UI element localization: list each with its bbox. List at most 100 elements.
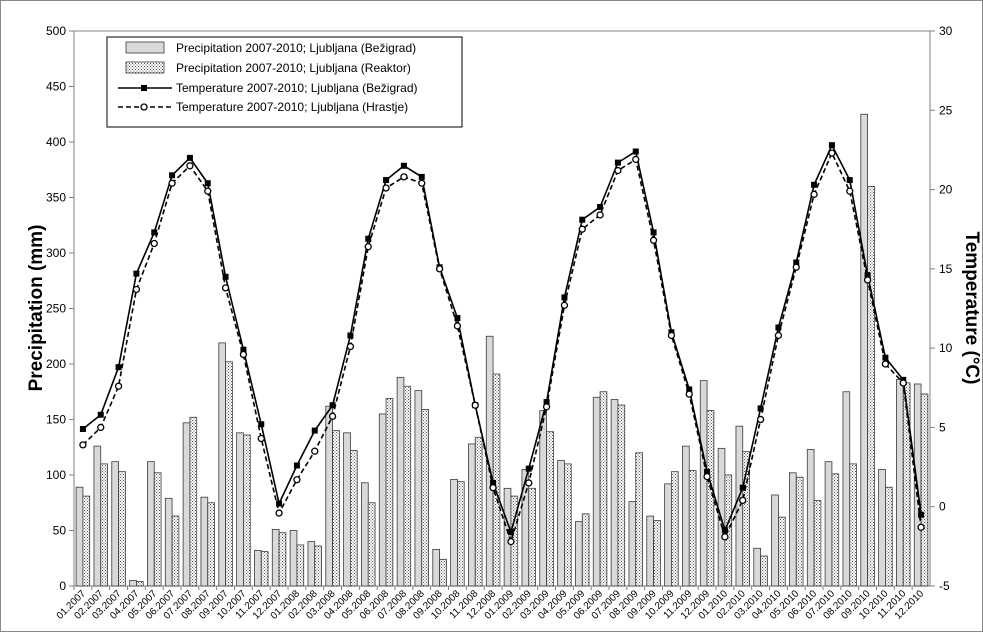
bar-bezigrad-09.2009	[646, 515, 654, 587]
y2-tick-label: -5	[939, 579, 950, 593]
bar-reaktor-03.2010	[760, 555, 768, 587]
temperature-point-hrastje-05.2008	[364, 243, 372, 251]
bar-bezigrad-07.2008	[396, 376, 405, 587]
temperature-point-bezigrad-12.2007	[276, 500, 283, 507]
temperature-point-bezigrad-01.2009	[507, 529, 514, 536]
legend-label: Temperature 2007-2010; Ljubljana (Hrastj…	[176, 100, 408, 114]
temperature-point-hrastje-07.2007	[186, 162, 194, 170]
y-tick-label: 400	[46, 135, 66, 149]
temperature-point-bezigrad-08.2007	[204, 180, 211, 187]
bar-bezigrad-05.2010	[789, 472, 797, 587]
temperature-point-bezigrad-06.2010	[811, 181, 818, 188]
temperature-point-bezigrad-12.2008	[490, 479, 497, 486]
bar-bezigrad-07.2010	[824, 461, 833, 587]
bar-reaktor-01.2008	[296, 544, 305, 587]
temperature-point-hrastje-01.2009	[507, 537, 515, 546]
temperature-point-bezigrad-09.2009	[650, 229, 657, 236]
temperature-point-hrastje-08.2009	[632, 155, 640, 164]
temperature-point-hrastje-04.2007	[132, 285, 141, 294]
legend-box	[106, 36, 463, 128]
y-tick-label: 100	[46, 468, 66, 482]
temperature-point-bezigrad-05.2008	[365, 235, 372, 242]
bar-reaktor-05.2009	[581, 513, 590, 587]
temperature-point-hrastje-05.2007	[150, 239, 158, 248]
bar-bezigrad-01.2007	[75, 486, 84, 587]
temperature-point-bezigrad-02.2010	[739, 484, 746, 491]
bar-reaktor-02.2007	[100, 463, 108, 587]
temperature-point-hrastje-04.2009	[560, 301, 569, 309]
temperature-point-bezigrad-03.2010	[757, 405, 764, 412]
bar-bezigrad-10.2008	[450, 479, 458, 587]
bar-bezigrad-04.2008	[343, 432, 351, 587]
temperature-point-hrastje-12.2008	[489, 484, 497, 492]
legend-label: Precipitation 2007-2010; Ljubljana (Reak…	[176, 61, 411, 75]
temperature-point-bezigrad-05.2009	[579, 216, 586, 223]
temperature-line-bezigrad	[82, 143, 922, 535]
bar-reaktor-09.2010	[867, 185, 875, 587]
bar-bezigrad-05.2008	[361, 482, 369, 587]
legend-marker-circle	[140, 103, 148, 111]
bar-bezigrad-10.2009	[664, 483, 672, 587]
bar-reaktor-02.2008	[314, 545, 322, 587]
temperature-point-bezigrad-06.2009	[597, 204, 604, 211]
bar-reaktor-07.2010	[831, 473, 840, 587]
temperature-point-hrastje-05.2009	[578, 225, 586, 233]
lines-group	[79, 142, 925, 546]
bar-bezigrad-10.2007	[236, 432, 244, 587]
y-axis-title: Precipitation (mm)	[26, 225, 47, 392]
temperature-point-bezigrad-04.2008	[347, 332, 354, 339]
bar-reaktor-11.2008	[474, 436, 483, 587]
temperature-point-bezigrad-03.2009	[543, 399, 550, 406]
y2-tick-label: 5	[939, 420, 946, 434]
bar-reaktor-12.2007	[278, 532, 287, 587]
bar-reaktor-03.2009	[546, 431, 554, 587]
temperature-point-hrastje-11.2008	[471, 401, 479, 409]
bar-reaktor-11.2007	[260, 551, 269, 587]
temperature-point-bezigrad-08.2010	[846, 177, 853, 184]
temperature-point-hrastje-10.2008	[453, 322, 462, 330]
bar-bezigrad-04.2010	[771, 494, 779, 587]
temperature-point-hrastje-09.2009	[649, 236, 658, 244]
bar-bezigrad-10.2010	[878, 469, 886, 587]
bar-reaktor-03.2008	[332, 430, 340, 587]
temperature-point-bezigrad-02.2008	[311, 427, 318, 434]
temperature-point-hrastje-03.2008	[328, 412, 337, 420]
temperature-point-bezigrad-05.2007	[151, 229, 158, 236]
y2-axis-title: Temperature (°C)	[961, 232, 982, 385]
temperature-point-hrastje-01.2007	[79, 441, 87, 449]
y2-tick-label: 15	[939, 262, 953, 276]
y-tick-label: 50	[53, 524, 67, 538]
temperature-point-hrastje-02.2009	[525, 479, 533, 487]
bar-bezigrad-05.2007	[147, 461, 155, 587]
bar-bezigrad-11.2010	[896, 379, 904, 587]
temperature-point-bezigrad-09.2010	[864, 272, 871, 279]
temperature-point-hrastje-08.2010	[846, 187, 854, 195]
temperature-point-hrastje-10.2009	[667, 331, 676, 340]
bar-reaktor-09.2008	[439, 558, 447, 587]
temperature-point-bezigrad-05.2010	[793, 259, 800, 266]
bar-bezigrad-01.2008	[289, 530, 298, 587]
bar-reaktor-08.2008	[421, 409, 429, 587]
bar-reaktor-08.2009	[635, 452, 643, 587]
temperature-point-bezigrad-12.2010	[918, 511, 925, 518]
temperature-point-bezigrad-04.2007	[133, 270, 140, 277]
bar-bezigrad-11.2007	[254, 550, 262, 587]
bar-bezigrad-07.2007	[182, 422, 191, 587]
bar-reaktor-02.2010	[742, 451, 750, 587]
bar-reaktor-01.2007	[82, 495, 91, 587]
temperature-point-hrastje-04.2008	[346, 342, 355, 351]
bar-reaktor-05.2008	[367, 502, 376, 587]
bar-bezigrad-11.2008	[468, 443, 476, 587]
bar-reaktor-04.2008	[350, 450, 358, 587]
temperature-point-bezigrad-06.2007	[169, 172, 176, 179]
bar-bezigrad-06.2010	[806, 449, 815, 587]
bars-group	[75, 113, 929, 587]
bar-bezigrad-12.2009	[699, 380, 708, 587]
temperature-point-hrastje-09.2008	[435, 265, 444, 273]
y2-tick-label: 30	[939, 24, 953, 38]
bar-reaktor-06.2008	[385, 398, 394, 587]
temperature-point-bezigrad-10.2010	[882, 354, 889, 361]
temperature-point-hrastje-10.2007	[239, 350, 248, 359]
bar-bezigrad-08.2008	[414, 390, 423, 587]
